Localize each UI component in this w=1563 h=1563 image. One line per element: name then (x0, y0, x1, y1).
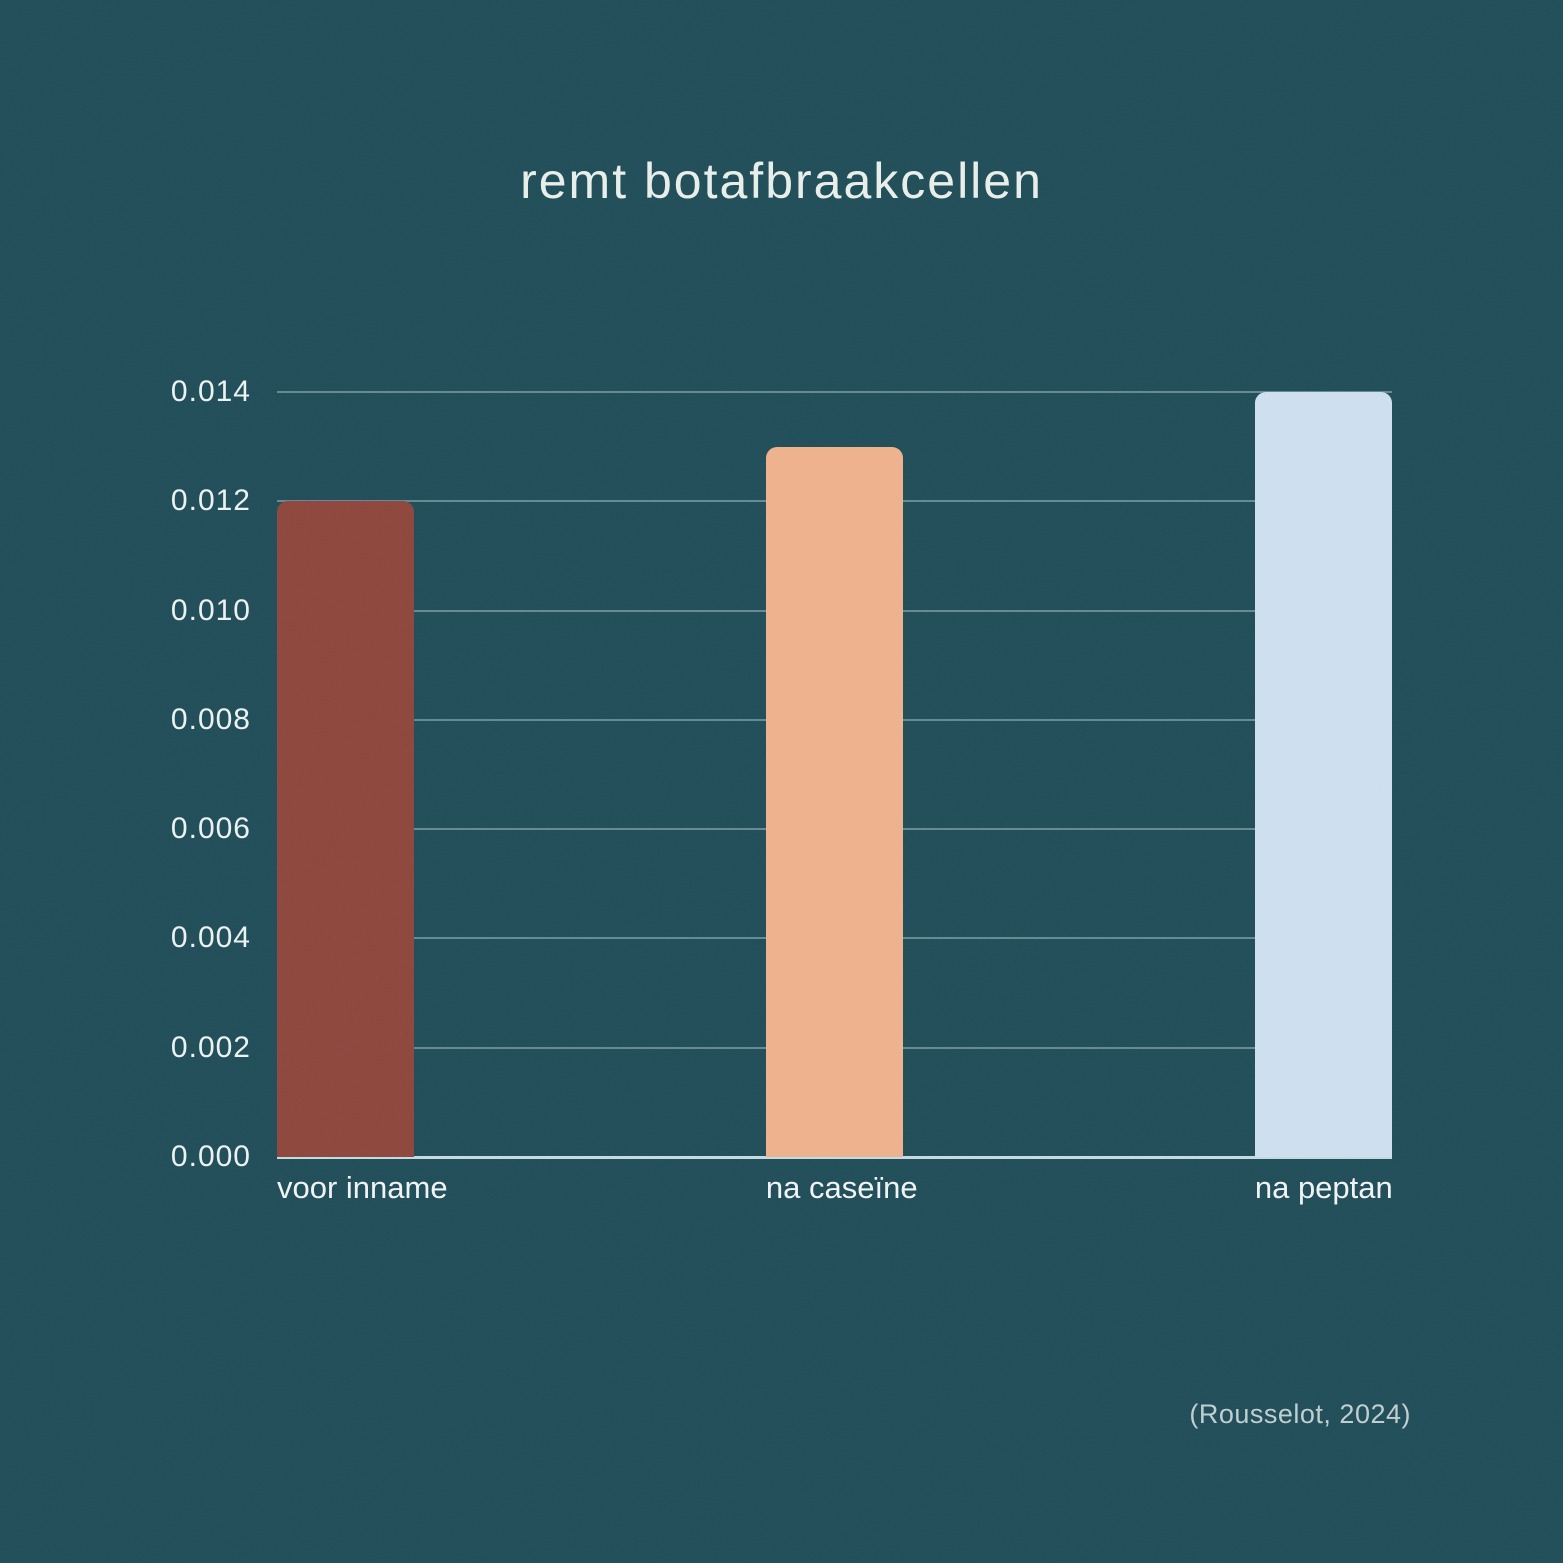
y-tick-label: 0.006 (170, 812, 251, 846)
x-category-label: na peptan (1254, 1170, 1393, 1205)
y-tick-label: 0.012 (170, 484, 251, 518)
y-tick-label: 0.008 (170, 702, 251, 736)
source-citation: (Rousselot, 2024) (1189, 1399, 1411, 1429)
y-tick-label: 0.002 (170, 1030, 251, 1064)
bar-na-peptan (1254, 392, 1392, 1157)
y-tick-label: 0.000 (170, 1140, 251, 1173)
x-axis-category-labels: voor inname na caseïne na peptan (277, 1170, 1393, 1206)
y-tick-label: 0.004 (170, 921, 251, 955)
x-category-label: na caseïne (765, 1170, 918, 1205)
bar-voor-inname (277, 501, 415, 1157)
y-tick-label: 0.010 (170, 593, 251, 627)
bars-container (277, 392, 1392, 1157)
chart-title: remt botafbraakcellen (520, 153, 1043, 209)
bar-na-caseïne (765, 446, 904, 1157)
x-category-label: voor inname (277, 1170, 448, 1205)
y-tick-label: 0.014 (170, 375, 251, 408)
bar-chart: 0.014 0.012 0.010 0.008 0.006 0.004 0.002 0.000… (171, 375, 1393, 1205)
